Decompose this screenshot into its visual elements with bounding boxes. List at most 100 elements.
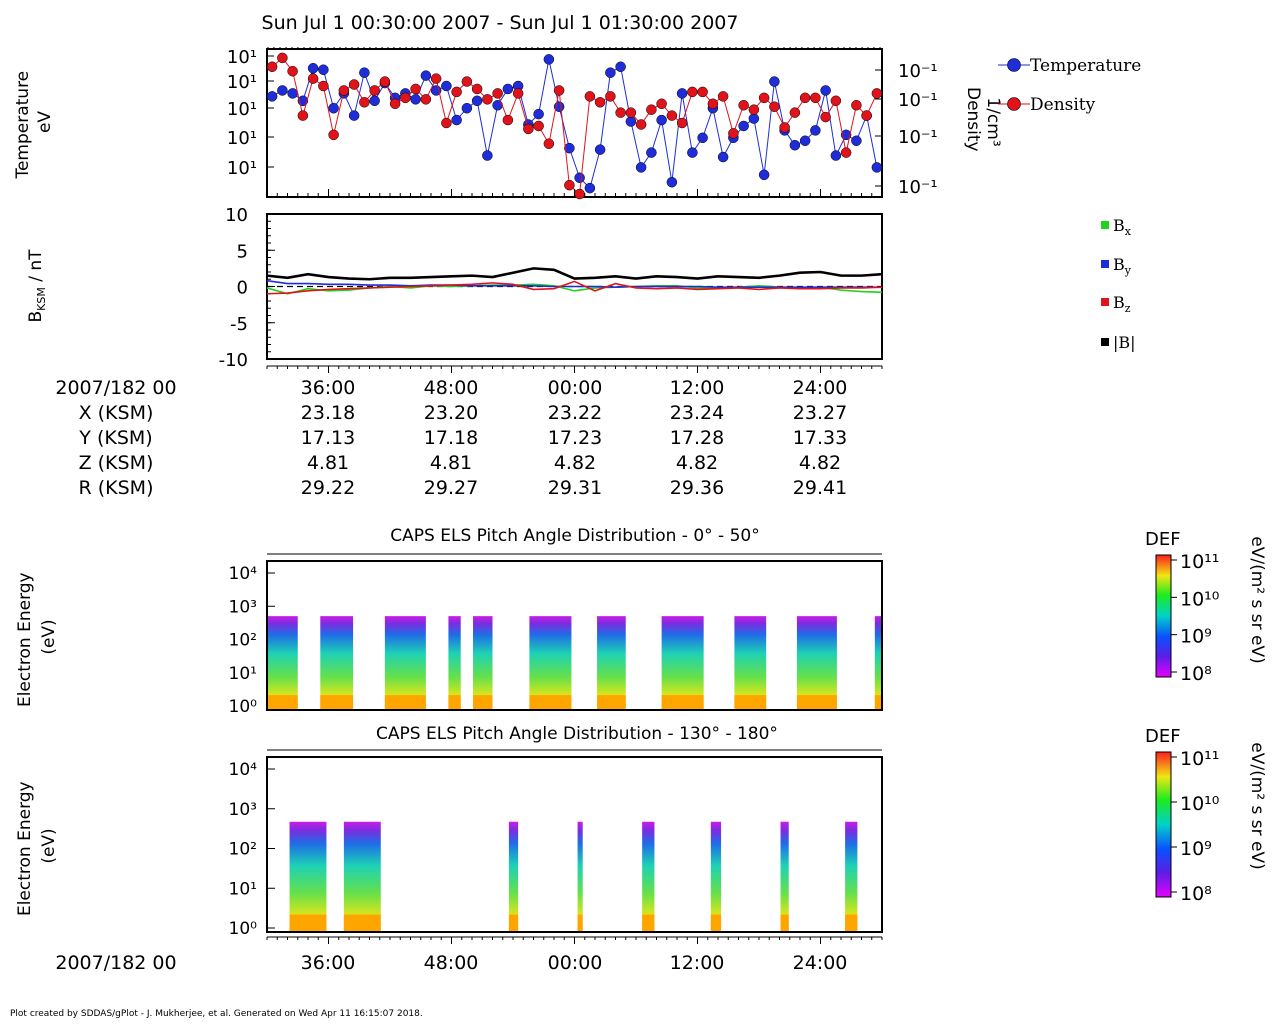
spectrogram-block	[577, 821, 583, 932]
ephemeris-value: 29.22	[301, 477, 355, 499]
legend-bmag-swatch	[1101, 338, 1109, 346]
energy-tick-label: 10²	[229, 631, 257, 651]
temperature-tick-label: 10¹	[227, 128, 257, 149]
temperature-point	[441, 80, 452, 92]
spectrogram-low-energy-band	[473, 695, 493, 710]
density-point	[307, 73, 319, 84]
ephemeris-label: X (KSM)	[79, 402, 154, 424]
spectrogram-low-energy-band	[642, 914, 655, 932]
time-axis-day-label: 2007/182 00	[55, 952, 176, 974]
spectrogram-low-energy-band	[845, 914, 858, 932]
density-point	[840, 147, 852, 158]
spectrogram-block	[343, 821, 381, 932]
svg-text:|B|: |B|	[1113, 333, 1136, 352]
density-point	[830, 95, 842, 107]
spectrogram-block	[384, 616, 426, 710]
spectrogram-block	[661, 616, 704, 710]
temperature-point	[738, 120, 749, 132]
temperature-point	[851, 135, 862, 147]
density-point	[625, 107, 637, 118]
density-point	[676, 117, 688, 129]
magnetic-field-axis-label: BKSM / nT	[26, 249, 48, 323]
density-point	[277, 52, 288, 64]
ephemeris-value: 4.82	[554, 452, 596, 474]
colorbar-tick-label: 10⁹	[1180, 626, 1212, 648]
els-pitch-130-180-plot-frame	[266, 756, 883, 933]
density-point	[789, 107, 801, 118]
legend-by: By	[1101, 255, 1132, 277]
colorbar-units: eV/(m² s sr eV)	[1247, 742, 1267, 869]
colorbar-tick-label: 10¹¹	[1180, 748, 1219, 770]
temperature-point	[676, 88, 688, 99]
density-point	[451, 86, 462, 98]
spectrogram-130-180	[289, 821, 858, 932]
ephemeris-value: 17.33	[793, 427, 847, 449]
colorbar-ticks: 10¹¹ 10¹⁰ 10⁹ 10⁸	[1171, 748, 1219, 905]
legend-by-swatch	[1101, 260, 1109, 268]
ephemeris-row: R (KSM) 29.22 29.27 29.31 29.36 29.41	[79, 477, 848, 499]
temperature-tick-label: 10¹	[227, 47, 257, 68]
energy-tick-label: 10⁴	[229, 760, 258, 780]
ephemeris-value: 29.31	[548, 477, 602, 499]
colorbar-gradient	[1155, 751, 1172, 898]
density-ticks: 10⁻¹ 10⁻¹ 10⁻¹ 10⁻¹	[875, 61, 938, 198]
energy-tick-label: 10²	[229, 840, 257, 860]
temperature-point	[410, 94, 421, 105]
temperature-point	[646, 147, 657, 158]
temperature-density-series	[266, 52, 883, 200]
temperature-point	[307, 62, 319, 74]
legend-density: Density	[998, 95, 1096, 115]
energy-tick-label: 10¹	[229, 879, 257, 899]
temperature-tick-label: 10¹	[227, 158, 257, 179]
density-point	[656, 98, 667, 110]
temperature-ticks: 10¹ 10¹ 10¹ 10¹ 10¹	[227, 47, 274, 179]
temperature-point	[871, 162, 883, 173]
energy-ticks: 10⁴ 10³ 10² 10¹ 10⁰	[229, 564, 275, 717]
temperature-point	[820, 85, 831, 96]
colorbar-title: DEF	[1145, 529, 1181, 550]
density-point	[492, 88, 503, 99]
colorbar-gradient	[1155, 554, 1172, 678]
temperature-density-legend: Temperature Density	[998, 56, 1141, 115]
temperature-density-plot-frame	[266, 48, 883, 198]
energy-ticks: 10⁴ 10³ 10² 10¹ 10⁰	[229, 760, 275, 939]
els-pitch-130-180-title: CAPS ELS Pitch Angle Distribution - 130°…	[376, 724, 778, 744]
density-point	[318, 80, 329, 92]
temperature-axis-label: Temperature eV	[13, 65, 55, 179]
spectrogram-block	[874, 616, 882, 710]
density-point	[810, 92, 821, 104]
temperature-point	[840, 129, 852, 141]
spectrogram-low-energy-band	[289, 914, 327, 932]
density-point	[338, 85, 350, 96]
time-tick-label: 00:00	[548, 377, 603, 399]
density-point	[594, 97, 606, 108]
spectrogram-block	[508, 821, 519, 932]
density-point	[512, 88, 524, 99]
colorbar-units: eV/(m² s sr eV)	[1247, 536, 1267, 663]
energy-tick-label: 10⁰	[229, 919, 258, 939]
temperature-point	[277, 85, 288, 96]
temperature-point	[748, 113, 760, 124]
density-point	[769, 101, 780, 112]
density-point	[420, 94, 432, 105]
spectrogram-low-energy-band	[734, 695, 767, 710]
temperature-point	[461, 102, 473, 114]
ephemeris-row: Z (KSM) 4.81 4.81 4.82 4.82 4.82	[79, 452, 842, 474]
density-point	[748, 104, 760, 115]
legend-temperature-marker	[1007, 58, 1021, 72]
els-pitch-0-50-panel: CAPS ELS Pitch Angle Distribution - 0° -…	[15, 526, 883, 717]
temperature-point	[543, 54, 555, 65]
spectrogram-low-energy-band	[320, 695, 354, 710]
time-tick-label: 48:00	[424, 377, 479, 399]
spectrogram-block	[780, 821, 789, 932]
ephemeris-row: Y (KSM) 17.13 17.18 17.23 17.28 17.33	[78, 427, 847, 449]
electron-energy-axis-label: Electron Energy (eV)	[15, 567, 59, 707]
spectrogram-low-energy-band	[448, 695, 461, 710]
legend-density-marker	[1007, 97, 1021, 111]
temperature-point	[266, 91, 278, 102]
ephemeris-value: 17.18	[424, 427, 478, 449]
density-point	[871, 88, 883, 99]
density-point	[738, 99, 749, 111]
legend-temperature-label: Temperature	[1030, 56, 1141, 76]
